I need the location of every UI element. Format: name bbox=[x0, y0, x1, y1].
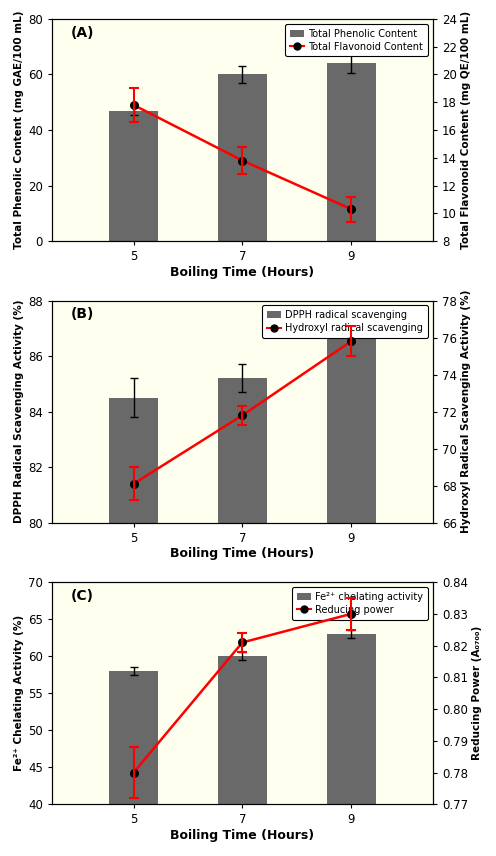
Y-axis label: Total Phenolic Content (mg GAE/100 mL): Total Phenolic Content (mg GAE/100 mL) bbox=[14, 11, 24, 249]
Bar bbox=[218, 378, 267, 856]
Y-axis label: Total Flavonoid Content (mg QE/100 mL): Total Flavonoid Content (mg QE/100 mL) bbox=[461, 11, 471, 249]
Text: (C): (C) bbox=[71, 589, 94, 603]
Text: (B): (B) bbox=[71, 307, 94, 321]
Legend: Total Phenolic Content, Total Flavonoid Content: Total Phenolic Content, Total Flavonoid … bbox=[285, 24, 428, 56]
Bar bbox=[327, 329, 375, 856]
Bar bbox=[109, 110, 158, 241]
Bar bbox=[218, 74, 267, 241]
Legend: DPPH radical scavenging, Hydroxyl radical scavenging: DPPH radical scavenging, Hydroxyl radica… bbox=[262, 306, 428, 338]
X-axis label: Boiling Time (Hours): Boiling Time (Hours) bbox=[170, 829, 314, 842]
Y-axis label: DPPH Radical Scavenging Activity (%): DPPH Radical Scavenging Activity (%) bbox=[14, 300, 24, 523]
Bar bbox=[327, 634, 375, 856]
X-axis label: Boiling Time (Hours): Boiling Time (Hours) bbox=[170, 548, 314, 561]
Bar bbox=[109, 671, 158, 856]
Bar bbox=[218, 657, 267, 856]
Bar bbox=[109, 398, 158, 856]
Y-axis label: Fe²⁺ Chelating Activity (%): Fe²⁺ Chelating Activity (%) bbox=[14, 615, 24, 771]
Y-axis label: Hydroxyl Radical Scavenging Activity (%): Hydroxyl Radical Scavenging Activity (%) bbox=[461, 290, 471, 533]
X-axis label: Boiling Time (Hours): Boiling Time (Hours) bbox=[170, 266, 314, 279]
Bar bbox=[327, 63, 375, 241]
Y-axis label: Reducing Power (A₀₇₀₀): Reducing Power (A₀₇₀₀) bbox=[472, 626, 482, 760]
Text: (A): (A) bbox=[71, 26, 95, 39]
Legend: Fe²⁺ chelating activity, Reducing power: Fe²⁺ chelating activity, Reducing power bbox=[292, 587, 428, 620]
